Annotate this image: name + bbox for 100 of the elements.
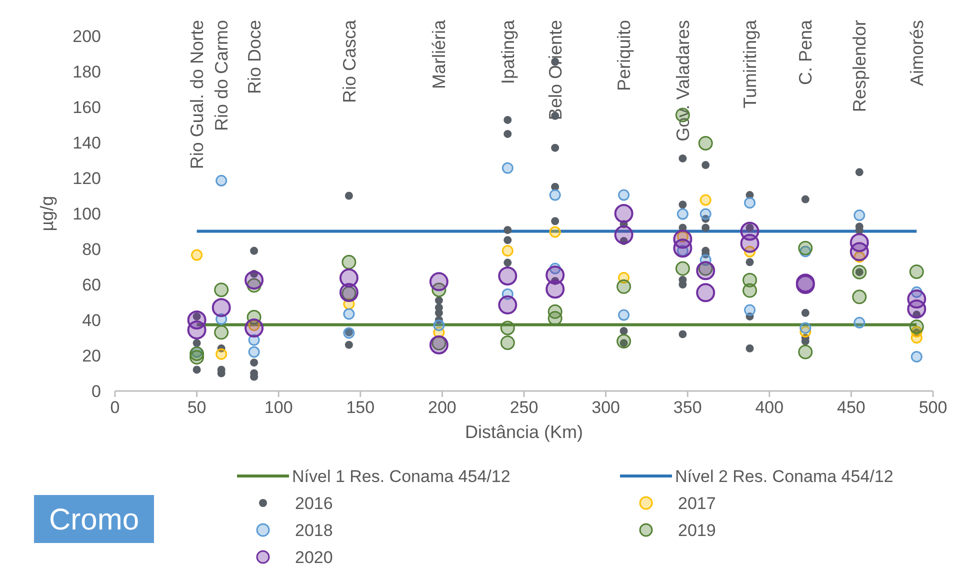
point (429, 335, 448, 354)
point (696, 261, 716, 280)
legend-label: 2016 (295, 494, 333, 513)
point (216, 174, 228, 186)
point (217, 344, 226, 352)
point (504, 130, 512, 138)
point (850, 242, 869, 262)
point (702, 161, 710, 170)
point (696, 283, 716, 302)
point (190, 350, 204, 365)
point (504, 258, 512, 267)
point (854, 316, 866, 328)
point (614, 225, 634, 244)
annotation: Tumiritinga (740, 19, 760, 108)
point (342, 254, 356, 270)
point (434, 316, 443, 324)
annotation: Marliéria (429, 19, 450, 90)
point (244, 318, 264, 338)
point (742, 283, 758, 298)
annotation: Aimorés (906, 20, 927, 86)
point (551, 217, 560, 226)
point (551, 276, 560, 285)
point (910, 332, 922, 344)
point (546, 280, 565, 299)
point (214, 325, 229, 340)
y-tick-label: 80 (82, 240, 101, 259)
annotation: Rio Casca (339, 19, 360, 104)
point (746, 344, 754, 352)
y-tick-label: 140 (72, 133, 101, 152)
legend-label: 2018 (295, 520, 333, 540)
x-tick-label: 150 (346, 398, 375, 417)
point (744, 304, 756, 316)
y-tick-label: 180 (72, 62, 101, 82)
legend-label: 2020 (295, 548, 333, 567)
legend-label: 2019 (678, 520, 716, 540)
point (434, 296, 443, 304)
point (620, 237, 628, 246)
point (801, 308, 810, 317)
point (912, 310, 921, 319)
point (502, 162, 514, 174)
x-tick-label: 50 (187, 398, 206, 417)
point (740, 234, 760, 253)
y-tick-label: 160 (72, 98, 101, 117)
annotation: Rio Gual. do Norte (187, 20, 208, 170)
point (248, 346, 260, 358)
point (500, 335, 515, 350)
point (502, 245, 514, 257)
point (344, 340, 353, 349)
y-tick-label: 60 (82, 275, 101, 294)
x-tick-label: 500 (918, 398, 948, 417)
point (339, 282, 358, 302)
point (852, 290, 867, 304)
point (616, 279, 632, 294)
y-tick-label: 200 (72, 26, 101, 46)
point (700, 208, 712, 220)
point (744, 197, 756, 209)
point (620, 327, 628, 336)
point (551, 144, 560, 152)
point (192, 366, 201, 374)
point (852, 264, 867, 280)
point (548, 310, 562, 326)
annotation: C. Pena (796, 19, 816, 86)
y-tick-label: 100 (72, 204, 101, 224)
point (343, 308, 355, 320)
point (618, 189, 630, 201)
y-tick-label: 20 (82, 346, 101, 366)
annotation: Ipatinga (498, 19, 518, 84)
point (678, 154, 687, 162)
point (620, 220, 628, 228)
point (746, 191, 754, 200)
x-tick-label: 250 (510, 398, 538, 417)
point (801, 195, 810, 204)
point (549, 226, 561, 238)
point (702, 224, 710, 232)
x-tick-label: 300 (592, 398, 620, 417)
point (798, 240, 813, 256)
point (616, 334, 632, 349)
point (746, 312, 754, 320)
point (250, 246, 258, 255)
point (907, 299, 926, 318)
point (433, 320, 445, 332)
point (614, 204, 634, 223)
point (800, 322, 812, 334)
point (191, 249, 203, 261)
annotation: Rio do Carmo (212, 20, 232, 132)
point (909, 264, 924, 279)
x-tick-label: 0 (110, 398, 120, 417)
point (678, 200, 687, 209)
point (910, 350, 922, 362)
x-tick-label: 200 (428, 398, 456, 417)
point (500, 320, 515, 336)
y-tick-label: 40 (82, 310, 101, 330)
point (504, 236, 512, 244)
point (855, 168, 864, 176)
point (746, 258, 754, 266)
legend-label: Nível 2 Res. Conama 454/12 (675, 466, 894, 486)
y-tick-label: 120 (72, 168, 101, 188)
point (678, 330, 687, 338)
x-tick-label: 450 (837, 398, 866, 417)
annotation: Resplendor (850, 20, 870, 112)
